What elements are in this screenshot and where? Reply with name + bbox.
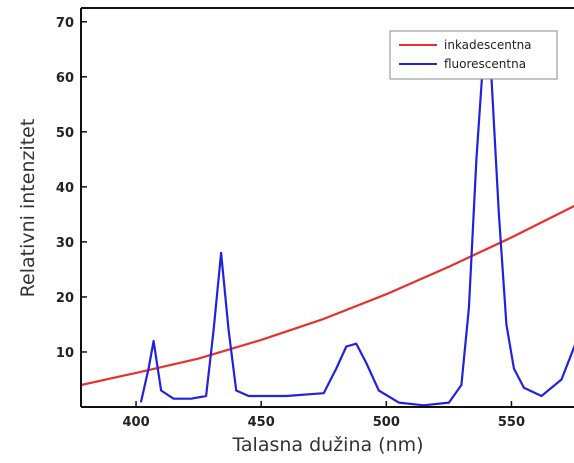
x-tick-label: 450 — [248, 415, 275, 430]
legend-label-inkadescentna: inkadescentna — [444, 38, 532, 52]
y-axis-label: Relativni intenzitet — [17, 119, 39, 298]
series-line-fluorescentna — [140, 48, 574, 407]
y-tick-label: 70 — [56, 16, 74, 31]
y-tick-label: 50 — [56, 126, 74, 141]
y-tick-label: 20 — [56, 291, 74, 306]
series-line-inkadescentna — [81, 204, 574, 387]
x-tick-label: 500 — [373, 415, 400, 430]
y-tick-label: 60 — [56, 71, 74, 86]
y-axis-ticks: 10 20 30 40 50 60 70 — [56, 16, 87, 361]
legend-box — [389, 30, 558, 80]
x-axis-ticks: 400 450 500 550 — [122, 401, 525, 430]
x-axis-label: Talasna dužina (nm) — [231, 434, 423, 456]
legend: inkadescentna fluorescentna — [389, 30, 558, 80]
series-layer — [81, 48, 574, 407]
y-tick-label: 10 — [56, 346, 74, 361]
x-tick-label: 400 — [122, 415, 149, 430]
legend-label-fluorescentna: fluorescentna — [444, 57, 526, 71]
y-tick-label: 30 — [56, 236, 74, 251]
y-tick-label: 40 — [56, 181, 74, 196]
x-tick-label: 550 — [498, 415, 525, 430]
